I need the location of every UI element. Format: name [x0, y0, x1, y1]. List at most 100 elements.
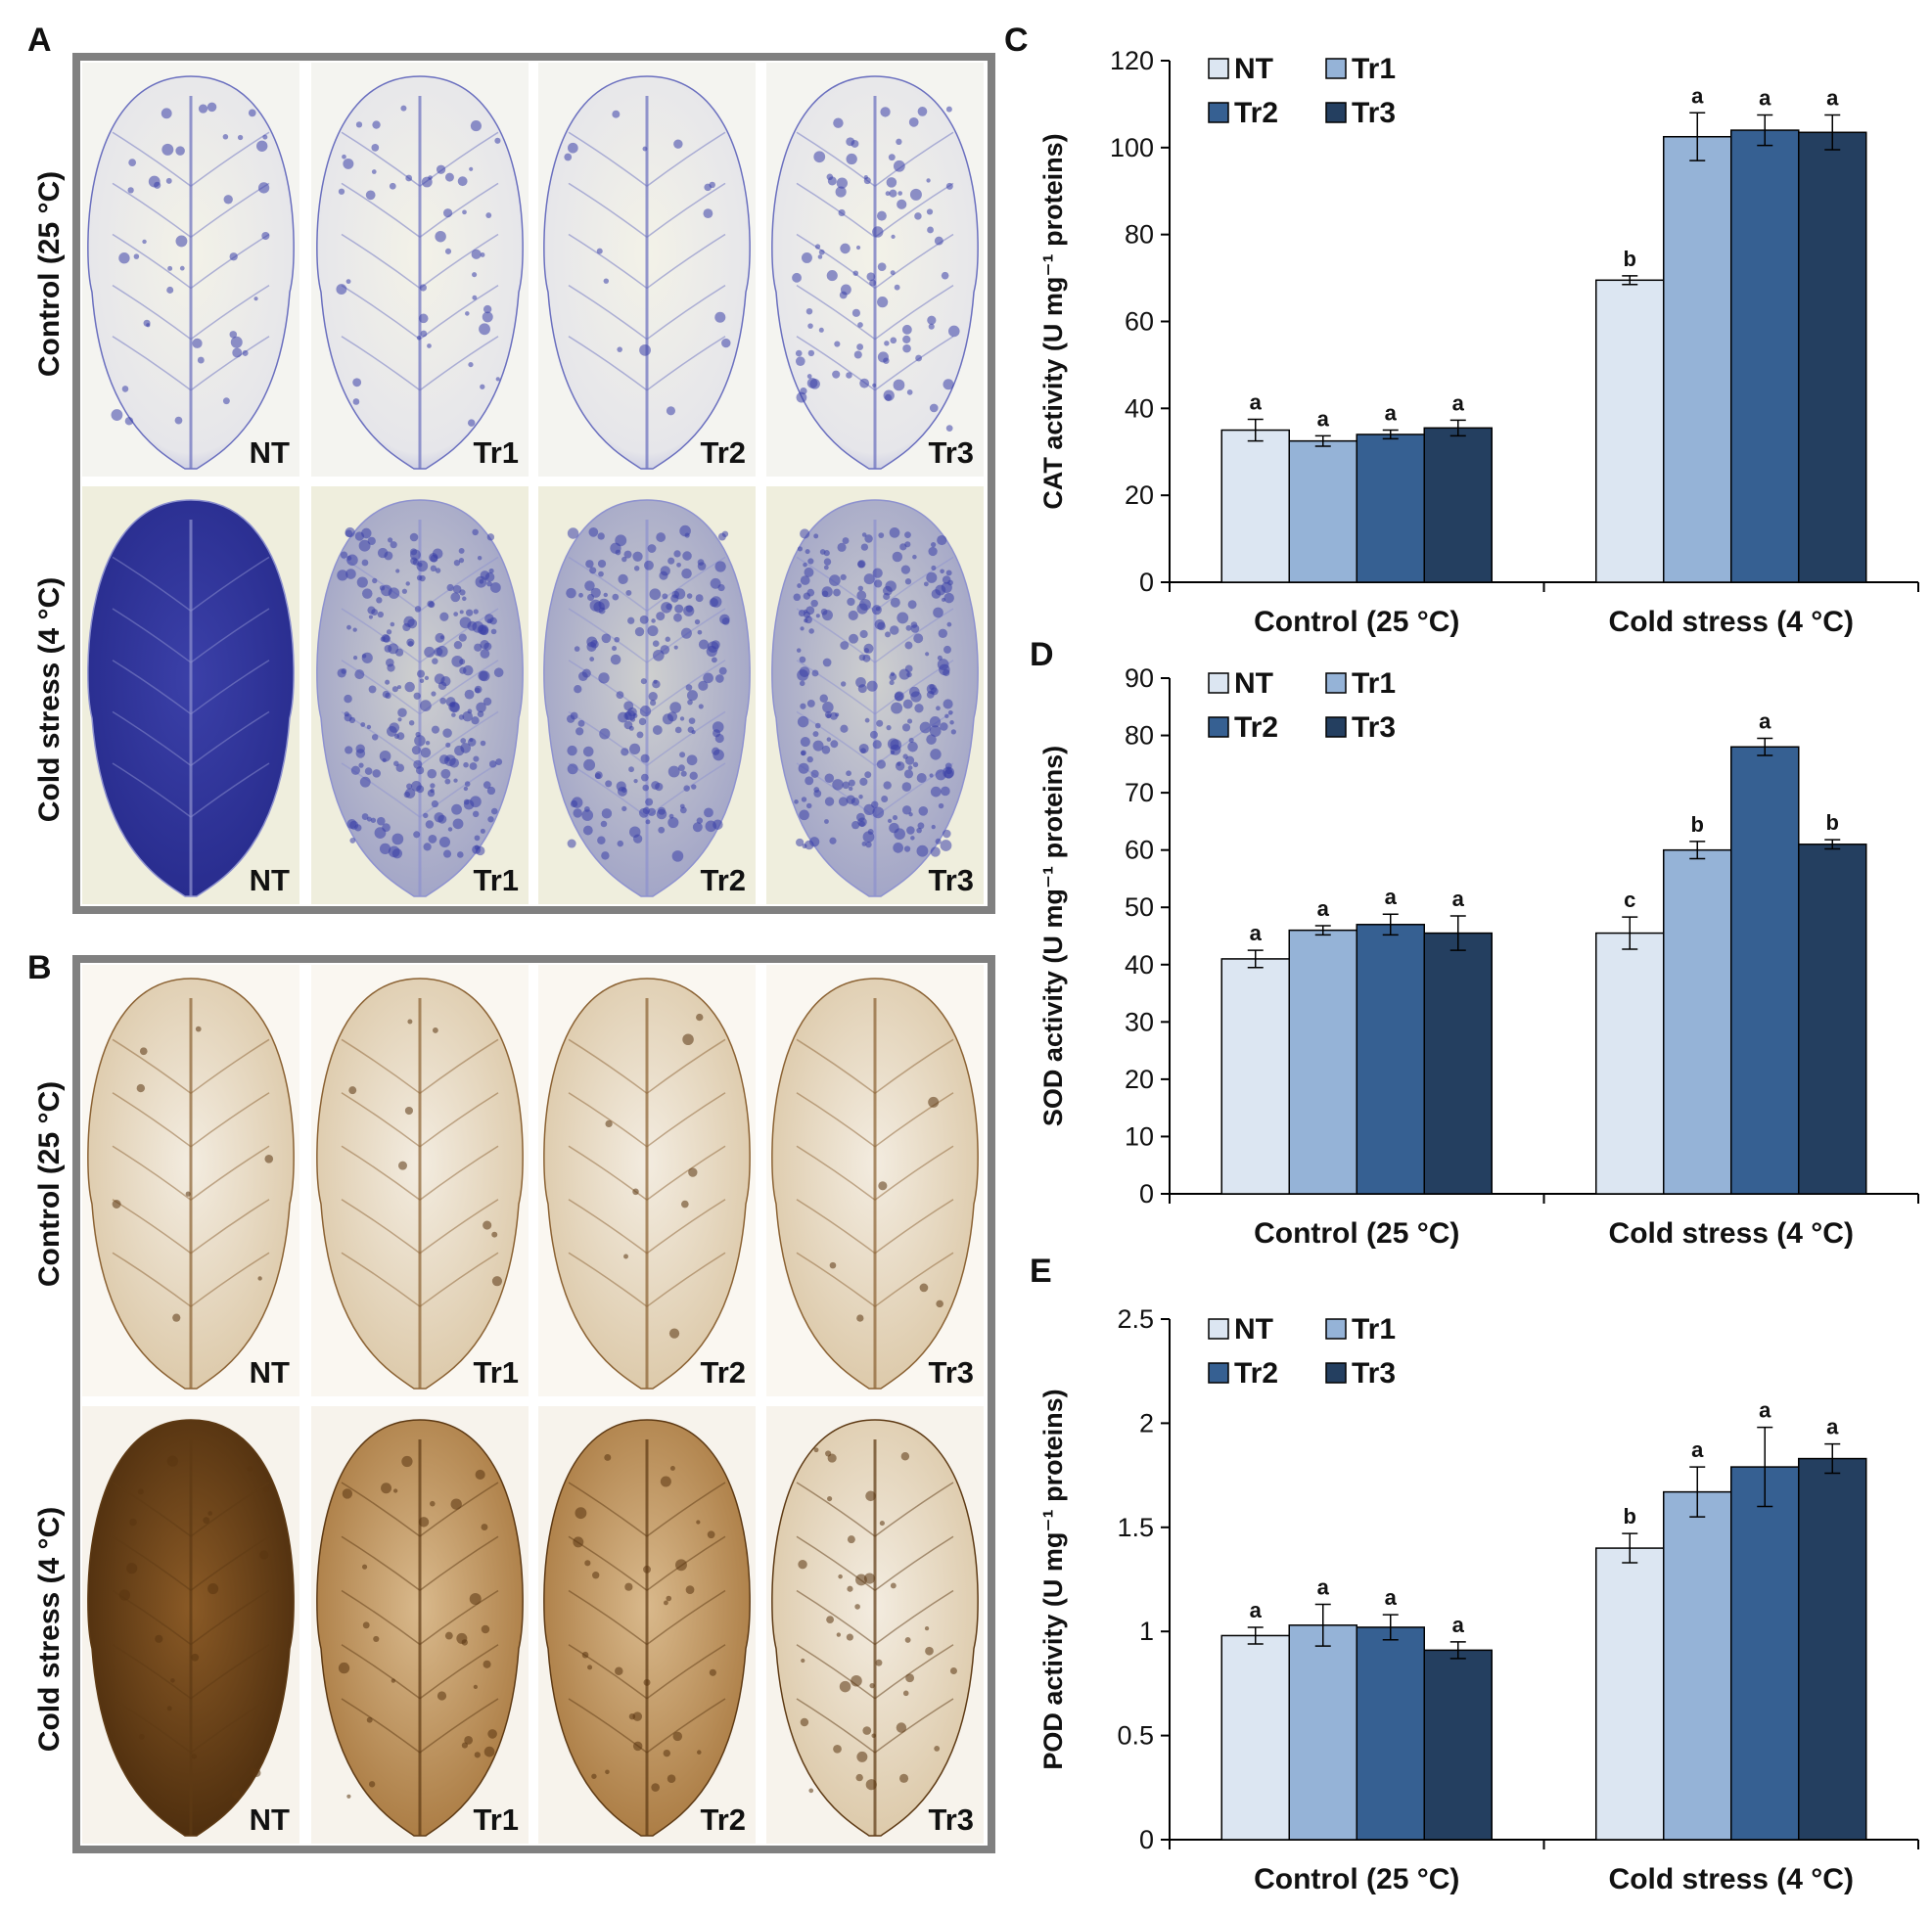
stain-spot: [916, 844, 929, 857]
stain-spot: [677, 764, 685, 772]
stain-spot: [664, 1600, 668, 1606]
stain-spot: [829, 837, 837, 844]
stain-spot: [869, 730, 878, 739]
leaf-vein: [190, 1092, 270, 1148]
stain-spot: [669, 1465, 675, 1471]
stain-spot: [617, 346, 622, 352]
stain-spot: [495, 377, 500, 382]
stain-spot: [865, 841, 872, 848]
stain-spot: [451, 803, 462, 815]
stain-spot: [930, 846, 941, 857]
stain-spot: [442, 728, 452, 738]
leaf-vein: [112, 233, 192, 290]
stain-spot: [612, 110, 621, 118]
stain-spot: [686, 754, 698, 766]
stain-spot: [587, 593, 595, 602]
legend-swatch: [1208, 716, 1229, 738]
stain-spot: [372, 120, 381, 129]
stain-spot: [480, 649, 490, 659]
leaf-vein: [112, 1092, 192, 1148]
stain-spot: [604, 1453, 612, 1461]
stain-spot: [872, 740, 882, 750]
stain-spot: [947, 325, 960, 338]
stain-spot: [715, 674, 724, 683]
stain-spot: [949, 720, 954, 725]
leaf-vein: [112, 608, 192, 663]
stain-spot: [698, 704, 704, 709]
stain-spot: [436, 645, 448, 658]
stain-spot: [934, 236, 943, 246]
significance-letter: c: [1624, 888, 1635, 912]
stain-spot: [798, 1560, 807, 1570]
stain-spot: [890, 750, 896, 755]
stain-spot: [458, 547, 465, 554]
stain-spot: [442, 208, 453, 218]
stain-spot: [895, 761, 905, 771]
row-label-control: Control (25 °C): [33, 171, 66, 377]
stain-spot: [377, 816, 386, 826]
stain-spot: [858, 820, 865, 828]
leaf-label: Tr3: [928, 435, 974, 470]
stain-spot: [865, 1779, 877, 1791]
stain-spot: [928, 323, 935, 330]
stain-spot: [926, 571, 938, 583]
stain-spot: [896, 138, 902, 145]
stain-spot: [643, 1678, 651, 1686]
stain-spot: [814, 244, 821, 250]
stain-spot: [487, 816, 494, 823]
stain-spot: [172, 1313, 181, 1322]
stain-spot: [601, 633, 612, 644]
stain-spot: [672, 1731, 683, 1742]
stain-spot: [232, 347, 243, 358]
stain-spot: [679, 803, 685, 809]
stain-spot: [435, 231, 446, 243]
stain-spot: [377, 611, 384, 618]
stain-spot: [894, 284, 900, 291]
stain-spot: [917, 107, 928, 116]
leaf-vein: [341, 762, 421, 818]
stain-spot: [639, 615, 649, 624]
stain-spot: [642, 146, 648, 152]
significance-letter: b: [1826, 810, 1839, 835]
stain-spot: [925, 1646, 934, 1656]
stain-spot: [610, 654, 621, 665]
stain-spot: [846, 153, 857, 165]
stain-spot: [161, 143, 174, 156]
stain-spot: [352, 655, 358, 661]
leaf-vein: [112, 1038, 192, 1094]
stain-spot: [803, 609, 808, 614]
stain-spot: [940, 840, 952, 851]
stain-spot: [827, 1496, 833, 1502]
stain-spot: [660, 1476, 671, 1487]
bar-tr2: [1730, 129, 1800, 583]
stain-spot: [903, 845, 911, 852]
stain-spot: [876, 210, 887, 221]
leaf-vein: [112, 1145, 192, 1201]
leaf-vein: [646, 285, 726, 341]
stain-spot: [697, 1750, 702, 1755]
stain-spot: [598, 672, 610, 684]
y-tick-label: 2.5: [1117, 1304, 1154, 1334]
stain-spot: [851, 821, 860, 830]
stain-spot: [907, 741, 918, 753]
stain-spot: [698, 639, 710, 650]
leaf-vein: [646, 1644, 726, 1700]
stain-spot: [848, 786, 853, 792]
stain-spot: [597, 532, 605, 540]
leaf-vein: [874, 1535, 954, 1591]
leaf-vein: [796, 1145, 876, 1201]
stain-spot: [643, 1565, 651, 1574]
leaf-label: NT: [250, 863, 290, 897]
stain-spot: [892, 815, 898, 821]
leaf-vein: [341, 1145, 421, 1201]
leaf-vein: [112, 1482, 192, 1537]
leaf-vein: [568, 1589, 648, 1646]
stain-spot: [112, 1200, 121, 1209]
stain-spot: [155, 1634, 163, 1643]
stain-spot: [667, 816, 679, 829]
stain-spot: [431, 725, 440, 734]
stain-spot: [468, 361, 474, 368]
stain-spot: [382, 757, 387, 762]
stain-spot: [439, 697, 447, 705]
y-tick-label: 1: [1139, 1617, 1154, 1646]
